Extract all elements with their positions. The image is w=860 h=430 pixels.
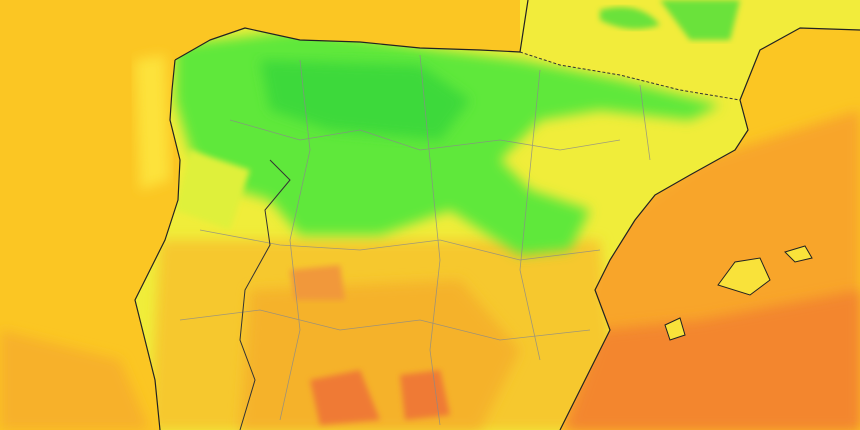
coastline (134, 0, 860, 430)
portugal-border (239, 159, 291, 430)
border-3 (179, 309, 591, 341)
border-7 (639, 84, 651, 161)
green-mountains (260, 60, 470, 140)
france-green-2 (660, 0, 740, 40)
yellow-west (175, 150, 250, 230)
border-5 (419, 54, 441, 426)
border-6 (519, 69, 541, 361)
border-2 (199, 229, 601, 261)
border-1 (229, 119, 621, 151)
france-green (600, 7, 660, 30)
border-4 (279, 59, 311, 421)
warm-sea-area (565, 290, 860, 430)
hot-spot (310, 370, 380, 425)
france-land (520, 0, 860, 100)
coastal-band (135, 55, 170, 190)
province-borders (179, 54, 651, 426)
south-warmer (240, 280, 520, 430)
pyrenees-border (519, 51, 741, 101)
hot-spot-3 (290, 265, 345, 300)
menorca (784, 245, 813, 263)
mallorca (717, 257, 771, 296)
ibiza (664, 317, 686, 341)
atlantic-south (0, 330, 150, 430)
